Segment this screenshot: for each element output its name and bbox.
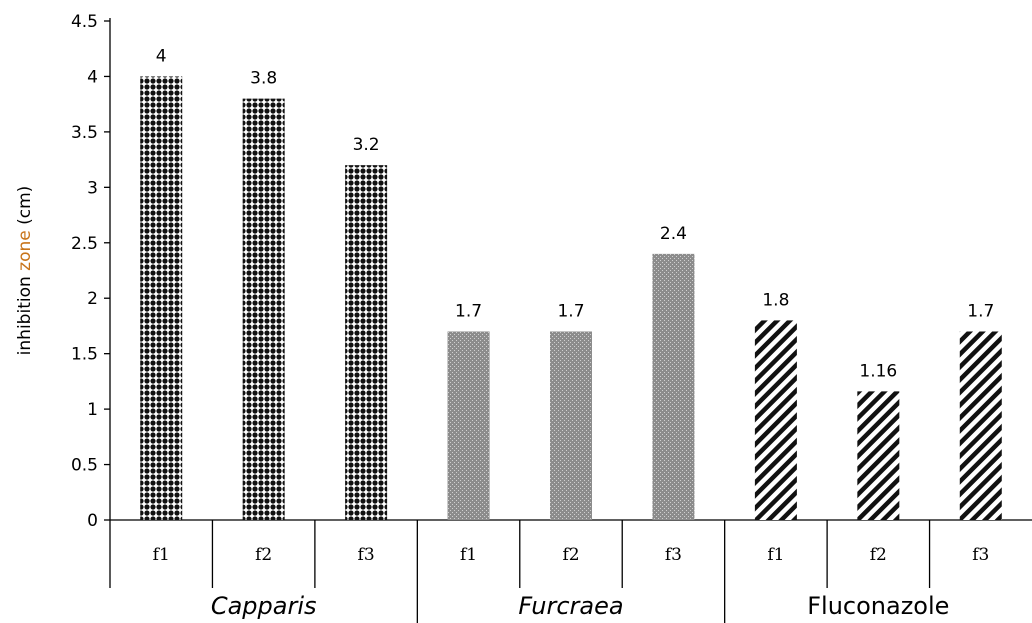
y-tick-label: 2.5 [71, 234, 98, 254]
data-label: 1.8 [762, 290, 789, 310]
bar-capparis-f1 [140, 76, 183, 520]
y-axis-label-part: inhibition [15, 271, 35, 355]
bar-capparis-f3 [345, 165, 388, 520]
data-label: 1.16 [859, 361, 897, 381]
bar-fluconazole-f2 [857, 391, 900, 520]
y-tick-label: 1.5 [71, 345, 98, 365]
category-label: f1 [767, 545, 784, 565]
y-tick-label: 0 [87, 511, 98, 531]
category-label: f2 [562, 545, 579, 565]
y-tick-label: 2 [87, 289, 98, 309]
group-label: Furcraea [518, 592, 623, 620]
y-axis-label: inhibition zone (cm) [15, 186, 35, 356]
data-label: 1.7 [967, 301, 994, 321]
y-tick-label: 3 [87, 178, 98, 198]
category-label: f1 [153, 545, 170, 565]
bar-fluconazole-f3 [959, 331, 1002, 520]
category-label: f3 [358, 545, 375, 565]
data-label: 3.8 [250, 69, 277, 89]
y-tick-label: 3.5 [71, 123, 98, 143]
data-label: 2.4 [660, 224, 687, 244]
group-label: Capparis [211, 592, 317, 620]
category-label: f1 [460, 545, 477, 565]
data-label: 3.2 [353, 135, 380, 155]
category-label: f3 [665, 545, 682, 565]
bar-furcraea-f2 [550, 331, 592, 520]
y-tick-label: 4.5 [71, 12, 98, 32]
category-label: f2 [870, 545, 887, 565]
y-tick-label: 0.5 [71, 456, 98, 476]
y-tick-label: 1 [87, 400, 98, 420]
bar-furcraea-f1 [447, 331, 490, 520]
category-label: f3 [972, 545, 989, 565]
bar-furcraea-f3 [652, 253, 695, 520]
data-label: 4 [156, 46, 167, 66]
y-axis-label-part: zone [15, 230, 35, 271]
group-label: Fluconazole [807, 592, 949, 620]
y-tick-label: 4 [87, 67, 98, 87]
bar-capparis-f2 [242, 98, 285, 520]
bar-fluconazole-f1 [754, 320, 797, 520]
category-label: f2 [255, 545, 272, 565]
data-label: 1.7 [455, 301, 482, 321]
y-axis-label-part: (cm) [15, 186, 35, 231]
data-label: 1.7 [557, 301, 584, 321]
